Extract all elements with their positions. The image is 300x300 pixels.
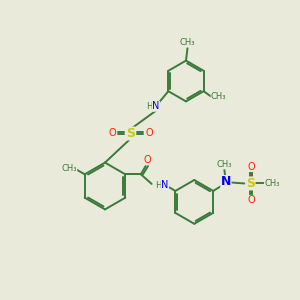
Text: O: O [145, 128, 153, 139]
Text: O: O [108, 128, 116, 139]
Text: CH₃: CH₃ [61, 164, 77, 173]
Text: N: N [152, 101, 160, 111]
Text: H: H [155, 181, 161, 190]
Text: CH₃: CH₃ [264, 179, 280, 188]
Text: CH₃: CH₃ [211, 92, 226, 101]
Text: CH₃: CH₃ [180, 38, 195, 47]
Text: O: O [248, 195, 255, 205]
Text: S: S [126, 127, 135, 140]
Text: CH₃: CH₃ [217, 160, 232, 169]
Text: N: N [161, 180, 169, 190]
Text: O: O [248, 162, 255, 172]
Text: S: S [246, 177, 255, 190]
Text: H: H [146, 102, 153, 111]
Text: N: N [220, 176, 231, 188]
Text: O: O [144, 155, 151, 165]
